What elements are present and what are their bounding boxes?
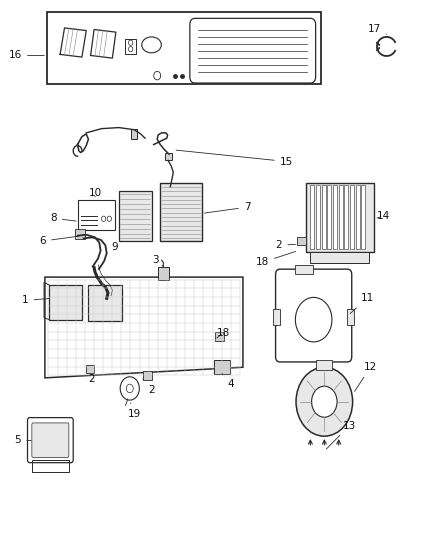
Text: 2: 2 (143, 379, 155, 394)
Circle shape (311, 386, 337, 417)
Text: 16: 16 (9, 51, 44, 60)
Bar (344, 185, 348, 249)
Bar (350, 185, 354, 249)
Bar (158, 266, 169, 280)
Bar (356, 185, 360, 249)
Text: 5: 5 (14, 435, 31, 446)
Bar (143, 372, 152, 380)
Bar (75, 229, 85, 239)
Bar (160, 183, 201, 241)
Text: 1: 1 (22, 295, 49, 305)
Bar (333, 185, 337, 249)
Bar (311, 252, 369, 263)
Circle shape (296, 367, 353, 436)
Bar (361, 185, 365, 249)
Bar (88, 285, 122, 320)
Text: 15: 15 (176, 150, 293, 166)
Text: 2: 2 (276, 240, 296, 251)
Bar (214, 360, 230, 374)
Bar (47, 12, 321, 84)
Bar (119, 191, 152, 241)
Bar (78, 200, 115, 230)
Text: 9: 9 (111, 241, 118, 252)
Bar (131, 128, 137, 139)
Text: 10: 10 (88, 188, 102, 198)
Bar (168, 186, 174, 192)
Bar (306, 183, 374, 252)
Bar (297, 237, 306, 245)
Text: 4: 4 (222, 374, 234, 389)
Bar (295, 265, 313, 274)
Text: 7: 7 (205, 202, 251, 213)
Bar (316, 185, 320, 249)
Text: 2: 2 (88, 375, 95, 384)
Text: 11: 11 (350, 293, 374, 313)
Bar (49, 285, 82, 319)
Bar (32, 460, 69, 472)
Text: 13: 13 (326, 421, 356, 449)
Text: 18: 18 (217, 328, 230, 338)
FancyBboxPatch shape (32, 423, 69, 457)
Bar (322, 185, 325, 249)
Text: 18: 18 (256, 252, 296, 267)
Text: 17: 17 (368, 24, 387, 34)
Bar (311, 185, 314, 249)
Bar (125, 38, 136, 54)
Bar (215, 332, 224, 341)
Bar (165, 153, 172, 160)
Bar (347, 309, 354, 325)
Text: 8: 8 (50, 213, 76, 223)
Bar (339, 185, 343, 249)
Bar (273, 309, 280, 325)
Text: 19: 19 (127, 403, 141, 419)
Text: 6: 6 (39, 236, 79, 246)
Text: 3: 3 (152, 255, 163, 266)
Text: 14: 14 (377, 211, 390, 221)
Bar (327, 185, 331, 249)
Bar (317, 360, 332, 370)
Text: 12: 12 (355, 362, 377, 391)
Bar (86, 365, 94, 373)
